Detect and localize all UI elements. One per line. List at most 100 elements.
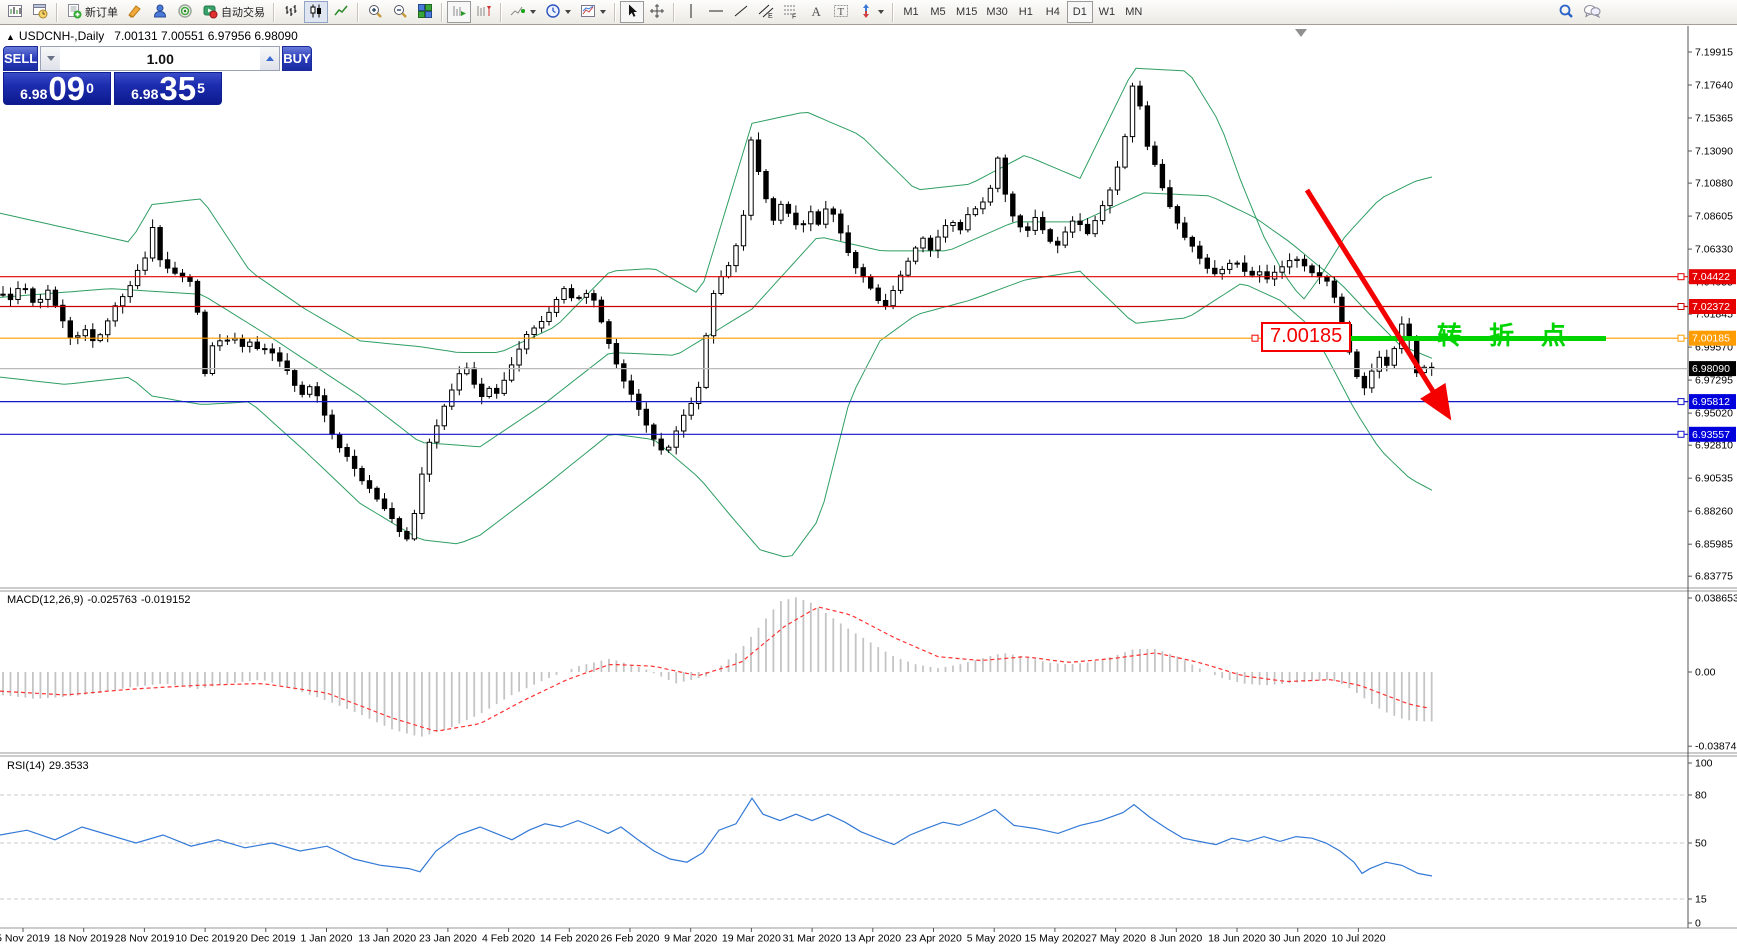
timeframe-button-m15[interactable]: M15 [952, 1, 981, 23]
sell-price-display[interactable]: 6.98 09 0 [3, 72, 111, 105]
line-handle[interactable] [1677, 273, 1685, 281]
svg-text:8 Jun 2020: 8 Jun 2020 [1150, 933, 1202, 945]
zoom-out-button[interactable] [388, 1, 412, 23]
line-handle[interactable] [1677, 398, 1685, 406]
callout-anchor-handle[interactable] [1251, 334, 1259, 342]
cursor-button[interactable] [620, 1, 644, 23]
candlestick-icon [308, 3, 324, 22]
svg-text:4 Feb 2020: 4 Feb 2020 [482, 933, 535, 945]
svg-text:E: E [768, 13, 773, 19]
line-chart-button[interactable] [329, 1, 353, 23]
svg-text:A: A [812, 4, 822, 19]
svg-text:18 Jun 2020: 18 Jun 2020 [1208, 933, 1266, 945]
macd-name: MACD(12,26,9) [7, 594, 84, 606]
indicators-button[interactable] [506, 1, 540, 23]
strategy-tester-button[interactable] [173, 1, 197, 23]
svg-text:7.01845: 7.01845 [1695, 309, 1733, 321]
arrow-up-icon [265, 56, 274, 61]
downtrend-arrow[interactable] [1304, 188, 1452, 421]
price-level-callout[interactable]: 7.00185 [1261, 322, 1352, 352]
chat-icon [1583, 3, 1601, 22]
zoom-in-button[interactable] [363, 1, 387, 23]
svg-text:30 Jun 2020: 30 Jun 2020 [1269, 933, 1327, 945]
line-handle[interactable] [1677, 303, 1685, 310]
arrows-button[interactable] [854, 1, 888, 23]
chart-title: ▲ USDCNH-,Daily 7.00131 7.00551 6.97956 6.… [6, 29, 298, 43]
macd-value-main: -0.025763 [87, 594, 137, 606]
macd-histogram [2, 597, 1433, 737]
bar-chart-button[interactable] [279, 1, 303, 23]
timeframe-button-m30[interactable]: M30 [982, 1, 1011, 23]
svg-text:6.95812: 6.95812 [1692, 396, 1730, 408]
svg-text:28 Nov 2019: 28 Nov 2019 [115, 933, 175, 945]
buy-button[interactable]: BUY [282, 46, 312, 71]
chat-button[interactable] [1579, 1, 1605, 23]
terminal-button[interactable] [148, 1, 172, 23]
chart-shift-marker[interactable] [1295, 29, 1307, 37]
templates-button[interactable] [576, 1, 610, 23]
crosshair-icon [649, 3, 665, 22]
auto-scroll-icon [451, 3, 467, 22]
chart-shift-button[interactable] [472, 1, 496, 23]
panel-frame [0, 26, 1737, 929]
timeframe-button-w1[interactable]: W1 [1094, 1, 1120, 23]
new-order-button[interactable]: 新订单 [62, 1, 122, 23]
profiles-button[interactable] [28, 1, 52, 23]
pivot-level-line[interactable] [1346, 336, 1606, 341]
text-button[interactable]: A [804, 1, 828, 23]
svg-text:15 May 2020: 15 May 2020 [1025, 933, 1086, 945]
svg-text:5 Nov 2019: 5 Nov 2019 [0, 933, 50, 945]
line-handle[interactable] [1677, 430, 1685, 438]
timeframe-button-h4[interactable]: H4 [1040, 1, 1066, 23]
svg-text:6.93557: 6.93557 [1692, 429, 1730, 441]
macd-signal-line [0, 606, 1429, 732]
symbol-period-label: USDCNH-,Daily [18, 29, 105, 43]
collapse-marker-icon[interactable]: ▲ [6, 32, 15, 42]
horizontal-line-button[interactable] [704, 1, 728, 23]
svg-text:6.98090: 6.98090 [1692, 363, 1730, 375]
svg-text:0.00: 0.00 [1695, 667, 1716, 679]
templates-icon [580, 3, 596, 22]
cursor-icon [624, 3, 640, 22]
buy-price-display[interactable]: 6.98 35 5 [114, 72, 222, 105]
text-label-button[interactable]: T [829, 1, 853, 23]
line-handle[interactable] [1677, 334, 1685, 342]
auto-trading-button[interactable]: 自动交易 [198, 1, 269, 23]
metaeditor-button[interactable] [123, 1, 147, 23]
volume-input[interactable] [60, 47, 261, 70]
search-button[interactable] [1554, 1, 1578, 23]
new-order-label: 新订单 [85, 7, 118, 19]
auto-scroll-button[interactable] [447, 1, 471, 23]
ohlc-values: 7.00131 7.00551 6.97956 6.98090 [114, 29, 298, 43]
dropdown-caret-icon [565, 10, 571, 14]
vertical-line-button[interactable] [679, 1, 703, 23]
svg-text:13 Jan 2020: 13 Jan 2020 [358, 933, 416, 945]
candlestick-chart-button[interactable] [304, 1, 328, 23]
toolbar-separator [673, 2, 675, 22]
pivot-point-label[interactable]: 转 折 点 [1437, 322, 1576, 350]
timeframe-button-h1[interactable]: H1 [1013, 1, 1039, 23]
timeframe-button-m5[interactable]: M5 [925, 1, 951, 23]
svg-text:6.85985: 6.85985 [1695, 539, 1733, 551]
fibonacci-button[interactable]: F [779, 1, 803, 23]
svg-text:6.97295: 6.97295 [1695, 375, 1733, 387]
sell-button[interactable]: SELL [3, 46, 39, 71]
svg-text:7.06330: 7.06330 [1695, 244, 1733, 256]
timeframe-button-m1[interactable]: M1 [898, 1, 924, 23]
periods-button[interactable] [541, 1, 575, 23]
arrows-icon [858, 3, 874, 22]
crosshair-button[interactable] [645, 1, 669, 23]
tile-windows-button[interactable] [413, 1, 437, 23]
zoom-in-icon [367, 3, 383, 22]
volume-increase-button[interactable] [260, 47, 280, 70]
timeframe-button-mn[interactable]: MN [1121, 1, 1147, 23]
svg-text:6.88260: 6.88260 [1695, 506, 1733, 518]
timeframe-button-d1[interactable]: D1 [1066, 1, 1093, 23]
new-chart-button[interactable] [3, 1, 27, 23]
equidistant-channel-button[interactable]: E [754, 1, 778, 23]
volume-decrease-button[interactable] [41, 47, 61, 70]
trendline-button[interactable] [729, 1, 753, 23]
svg-text:1 Jan 2020: 1 Jan 2020 [301, 933, 353, 945]
